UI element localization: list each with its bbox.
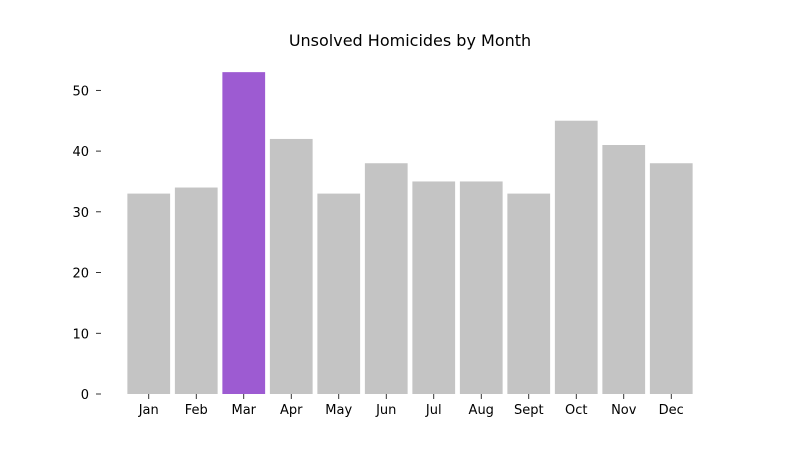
x-tick-label: Oct xyxy=(565,403,587,418)
chart-title: Unsolved Homicides by Month xyxy=(289,31,531,50)
bar-jun xyxy=(364,163,408,394)
x-axis: Jan Feb Mar Apr May Jun Jul Aug Sept Oct Nov Dec xyxy=(138,394,684,418)
x-tick-label: May xyxy=(325,403,352,418)
bar-aug xyxy=(459,181,503,394)
y-tick-label: 40 xyxy=(72,145,89,160)
bar-jan xyxy=(127,193,171,394)
y-tick-label: 0 xyxy=(81,388,89,403)
x-tick-label: Dec xyxy=(659,403,684,418)
bar-mar xyxy=(222,72,266,395)
x-tick-label: Apr xyxy=(280,403,303,418)
y-tick-label: 10 xyxy=(72,327,89,342)
x-tick-label: Sept xyxy=(514,403,544,418)
x-tick-label: Jul xyxy=(425,403,442,418)
bar-nov xyxy=(602,145,646,394)
y-tick-label: 20 xyxy=(72,267,89,282)
y-tick-label: 30 xyxy=(72,206,89,221)
bar-may xyxy=(317,193,361,394)
bar-jul xyxy=(412,181,456,394)
y-tick-label: 50 xyxy=(72,84,89,99)
bars xyxy=(127,72,693,395)
x-tick-label: Aug xyxy=(469,403,494,418)
x-tick-label: Nov xyxy=(611,403,637,418)
bar-oct xyxy=(554,120,598,395)
x-tick-label: Jun xyxy=(375,403,396,418)
x-tick-label: Jan xyxy=(138,403,159,418)
bar-feb xyxy=(174,187,218,394)
bar-sept xyxy=(507,193,551,394)
bar-dec xyxy=(649,163,693,394)
y-axis: 0 10 20 30 40 50 xyxy=(72,84,101,403)
bar-apr xyxy=(269,138,313,394)
x-tick-label: Feb xyxy=(185,403,208,418)
x-tick-label: Mar xyxy=(231,403,256,418)
